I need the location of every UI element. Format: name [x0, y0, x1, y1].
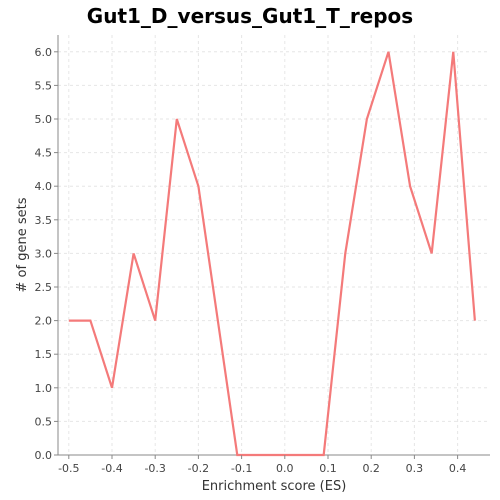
y-tick-label: 1.0: [35, 382, 53, 395]
y-axis-label: # of gene sets: [15, 197, 30, 292]
y-tick-label: 2.5: [35, 281, 53, 294]
y-axis-ticks: 0.0 0.5 1.0 1.5 2.0 2.5 3.0 3.5 4.0 4.5 5.0 5.5 6.0: [35, 46, 58, 462]
y-tick-label: 5.5: [35, 79, 53, 92]
chart-title: Gut1_D_versus_Gut1_T_repos: [87, 4, 413, 28]
grid: [58, 35, 490, 456]
x-axis-ticks: -0.5 -0.4 -0.3 -0.2 -0.1 0.0 0.1 0.2 0.3 0.4: [58, 455, 466, 475]
x-tick-label: 0.1: [319, 462, 337, 475]
y-tick-label: 3.0: [35, 247, 53, 260]
x-tick-label: -0.3: [144, 462, 165, 475]
y-tick-label: 3.5: [35, 214, 53, 227]
y-tick-label: 1.5: [35, 348, 53, 361]
series-line: [68, 51, 476, 457]
x-tick-label: 0.2: [362, 462, 380, 475]
y-tick-label: 4.0: [35, 180, 53, 193]
x-axis-label: Enrichment score (ES): [202, 479, 347, 494]
x-tick-label: 0.4: [449, 462, 467, 475]
y-tick-label: 0.5: [35, 415, 53, 428]
x-tick-label: -0.5: [58, 462, 79, 475]
x-tick-label: 0.3: [406, 462, 424, 475]
plot-area: [58, 35, 490, 455]
x-tick-label: -0.4: [101, 462, 122, 475]
y-tick-label: 6.0: [35, 46, 53, 59]
x-tick-label: -0.1: [231, 462, 252, 475]
y-tick-label: 2.0: [35, 315, 53, 328]
y-tick-label: 0.0: [35, 449, 53, 462]
y-tick-label: 4.5: [35, 147, 53, 160]
y-tick-label: 5.0: [35, 113, 53, 126]
series-layer: [68, 51, 476, 457]
x-tick-label: 0.0: [276, 462, 294, 475]
x-tick-label: -0.2: [188, 462, 209, 475]
